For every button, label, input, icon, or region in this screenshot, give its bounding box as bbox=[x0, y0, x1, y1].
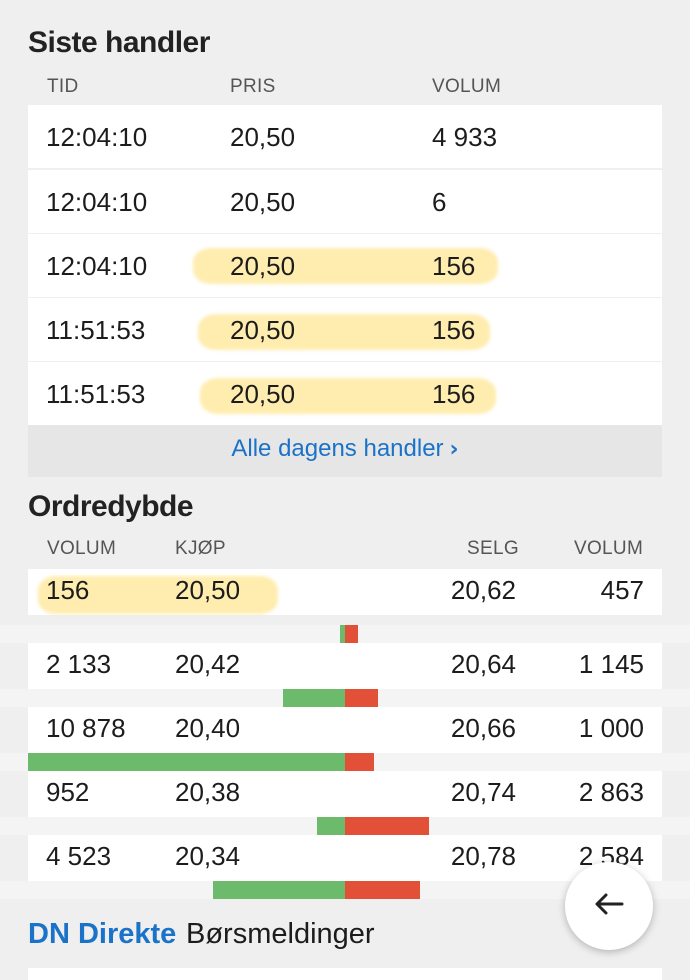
trade-time: 11:51:53 bbox=[46, 379, 146, 409]
trade-price: 20,50 bbox=[230, 251, 296, 281]
buy-price: 20,40 bbox=[175, 713, 241, 743]
orderbook-row: 10 878 20,40 20,66 1 000 bbox=[28, 707, 662, 753]
orderbook-header-sell-volume: VOLUM bbox=[574, 538, 644, 559]
sell-price: 20,78 bbox=[450, 841, 516, 871]
buy-volume: 952 bbox=[46, 777, 90, 807]
trades-header-price: PRIS bbox=[230, 76, 276, 97]
trade-row: 11:51:53 20,50 156 bbox=[28, 298, 662, 361]
depth-bar-strip bbox=[0, 625, 690, 643]
buy-price: 20,42 bbox=[175, 649, 241, 679]
sell-price: 20,62 bbox=[450, 575, 516, 605]
tab-dn-direkte[interactable]: DN Direkte bbox=[28, 918, 177, 950]
sell-volume: 1 145 bbox=[578, 649, 644, 679]
orderbook-row: 156 20,50 20,62 457 bbox=[28, 569, 662, 615]
content-card bbox=[28, 968, 662, 980]
buy-volume: 10 878 bbox=[46, 713, 126, 743]
trade-price: 20,50 bbox=[230, 187, 296, 217]
tab-borsmeldinger[interactable]: Børsmeldinger bbox=[186, 918, 375, 950]
sell-price: 20,74 bbox=[450, 777, 516, 807]
orderbook-header-buy: KJØP bbox=[175, 538, 226, 559]
trade-volume: 156 bbox=[432, 379, 476, 409]
buy-depth-bar bbox=[340, 625, 345, 643]
buy-depth-bar bbox=[283, 689, 345, 707]
trade-volume: 156 bbox=[432, 315, 476, 345]
buy-price: 20,34 bbox=[175, 841, 241, 871]
sell-depth-bar bbox=[345, 881, 420, 899]
sell-price: 20,66 bbox=[450, 713, 516, 743]
buy-volume: 4 523 bbox=[46, 841, 112, 871]
buy-price: 20,38 bbox=[175, 777, 241, 807]
highlight-mark bbox=[198, 314, 490, 350]
sell-depth-bar bbox=[345, 817, 429, 835]
trade-row: 12:04:10 20,50 156 bbox=[28, 234, 662, 297]
all-trades-link[interactable]: Alle dagens handler › bbox=[28, 425, 662, 477]
buy-price: 20,50 bbox=[175, 575, 241, 605]
depth-bar-strip bbox=[0, 689, 690, 707]
orderbook-row: 2 133 20,42 20,64 1 145 bbox=[28, 643, 662, 689]
sell-volume: 2 863 bbox=[578, 777, 644, 807]
trade-price: 20,50 bbox=[230, 122, 296, 152]
trade-volume: 4 933 bbox=[432, 122, 498, 152]
sell-depth-bar bbox=[345, 689, 378, 707]
depth-bar-strip bbox=[0, 881, 690, 899]
orderbook-header-buy-volume: VOLUM bbox=[47, 538, 117, 559]
buy-volume: 156 bbox=[46, 575, 90, 605]
orderbook-title: Ordredybde bbox=[28, 490, 194, 523]
buy-depth-bar bbox=[317, 817, 345, 835]
trades-header-time: TID bbox=[47, 76, 79, 97]
back-button[interactable] bbox=[565, 862, 653, 950]
trade-volume: 156 bbox=[432, 251, 476, 281]
orderbook-header-sell: SELG bbox=[467, 538, 519, 559]
trade-volume: 6 bbox=[432, 187, 447, 217]
sell-volume: 1 000 bbox=[578, 713, 644, 743]
trade-time: 12:04:10 bbox=[46, 122, 148, 152]
trade-time: 11:51:53 bbox=[46, 315, 146, 345]
chevron-right-icon: › bbox=[449, 437, 459, 462]
sell-depth-bar bbox=[345, 625, 358, 643]
arrow-left-icon bbox=[594, 893, 624, 919]
trade-price: 20,50 bbox=[230, 315, 296, 345]
trades-title: Siste handler bbox=[28, 26, 210, 59]
trade-row: 11:51:53 20,50 156 bbox=[28, 362, 662, 425]
highlight-mark bbox=[38, 576, 278, 614]
all-trades-label: Alle dagens handler bbox=[231, 435, 444, 462]
depth-bar-strip bbox=[0, 753, 690, 771]
buy-depth-bar bbox=[28, 753, 345, 771]
orderbook-row: 4 523 20,34 20,78 2 584 bbox=[28, 835, 662, 881]
sell-volume: 457 bbox=[600, 575, 644, 605]
trade-row: 12:04:10 20,50 6 bbox=[28, 170, 662, 233]
trade-row: 12:04:10 20,50 4 933 bbox=[28, 105, 662, 168]
orderbook-row: 952 20,38 20,74 2 863 bbox=[28, 771, 662, 817]
sell-depth-bar bbox=[345, 753, 374, 771]
trade-price: 20,50 bbox=[230, 379, 296, 409]
highlight-mark bbox=[200, 378, 496, 414]
trade-time: 12:04:10 bbox=[46, 187, 148, 217]
depth-bar-strip bbox=[0, 817, 690, 835]
trade-time: 12:04:10 bbox=[46, 251, 148, 281]
buy-depth-bar bbox=[213, 881, 345, 899]
trades-header-volume: VOLUM bbox=[432, 76, 502, 97]
buy-volume: 2 133 bbox=[46, 649, 112, 679]
highlight-mark bbox=[193, 248, 498, 284]
sell-price: 20,64 bbox=[450, 649, 516, 679]
